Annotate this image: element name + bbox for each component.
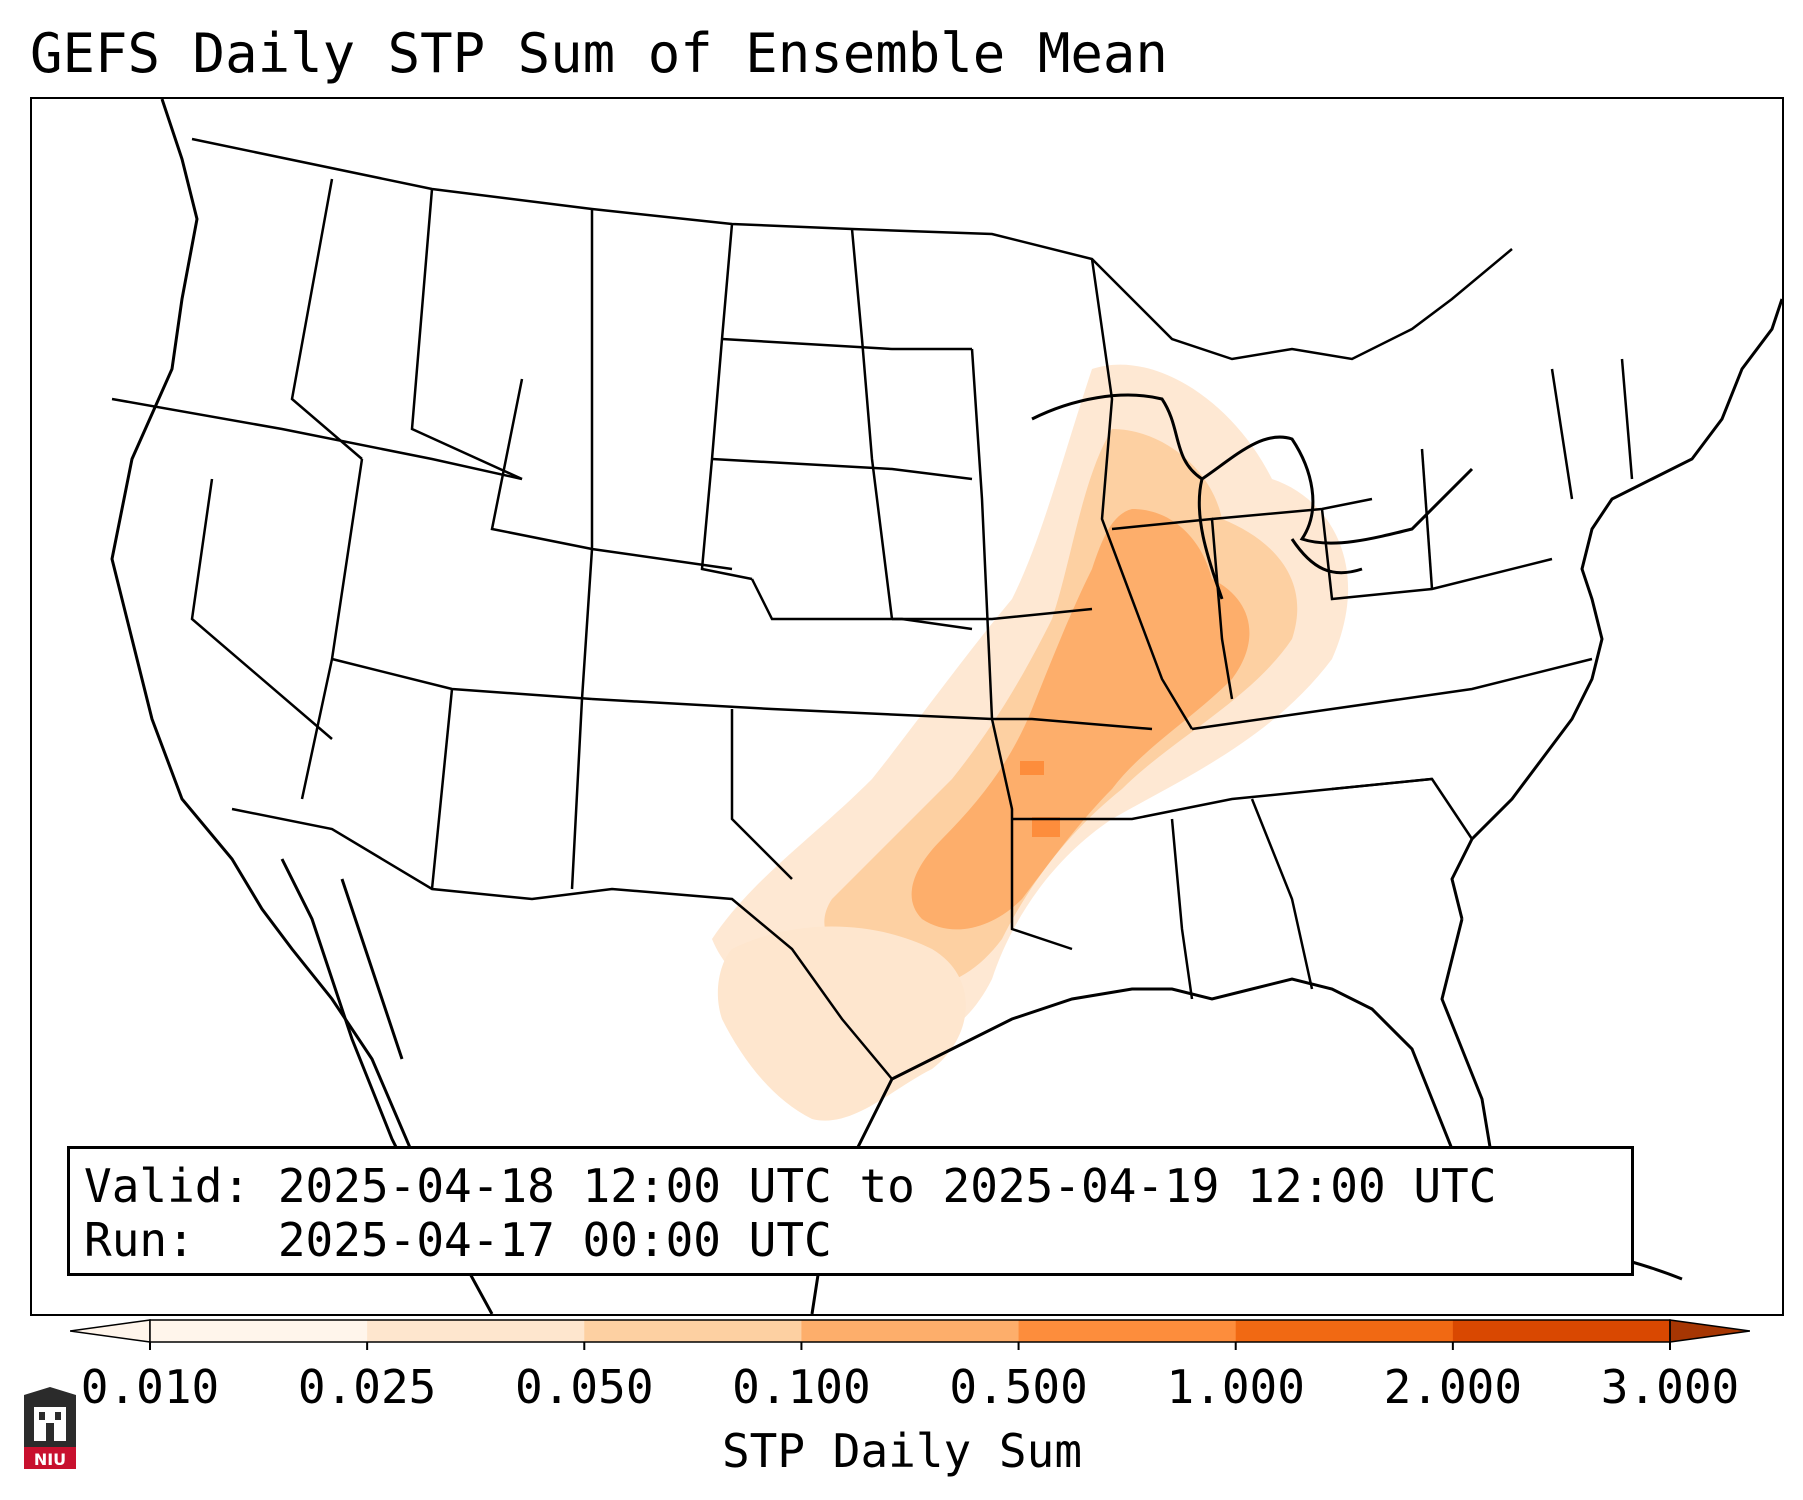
stp-texas-region xyxy=(717,926,966,1121)
colorbar-tick-label: 3.000 xyxy=(1600,1360,1740,1414)
stp-dark-region xyxy=(911,509,1250,930)
border-line xyxy=(111,397,523,481)
border-line xyxy=(1111,517,1234,700)
border-line xyxy=(591,697,993,721)
border-line xyxy=(1090,258,1194,730)
border-line xyxy=(1331,777,1474,840)
colorbar-tick-label: 0.500 xyxy=(949,1360,1088,1414)
run-time-line: Run: 2025-04-17 00:00 UTC xyxy=(84,1213,832,1267)
map-svg xyxy=(110,99,1782,1314)
border-line xyxy=(290,178,363,460)
state-borders xyxy=(111,137,1634,1080)
stp-shading xyxy=(712,364,1349,1121)
colorbar-segment xyxy=(801,1320,1020,1342)
border-line xyxy=(750,578,973,631)
border-line xyxy=(1191,657,1593,731)
border-line xyxy=(730,709,793,880)
border-line xyxy=(992,717,1153,731)
border-line xyxy=(1320,508,1553,601)
baja-peninsula xyxy=(280,858,414,1180)
colorbar-segment xyxy=(150,1320,368,1342)
colorbar-tick-label: 0.025 xyxy=(297,1360,437,1414)
border-line xyxy=(190,478,333,740)
border-line xyxy=(1550,368,1574,500)
border-line xyxy=(430,688,454,890)
colorbar-extend-low xyxy=(70,1319,151,1343)
border-line xyxy=(990,718,1073,951)
border-line xyxy=(590,209,733,571)
map-panel xyxy=(30,97,1784,1316)
border-line xyxy=(410,188,523,481)
west-coast xyxy=(110,99,494,1314)
colorbar-tick-label: 0.050 xyxy=(515,1360,654,1414)
colorbar-tick-label: 1.000 xyxy=(1166,1360,1305,1414)
colorbar-segment xyxy=(1235,1320,1454,1342)
colorbar-extend-high xyxy=(1669,1319,1750,1343)
svg-text:NIU: NIU xyxy=(34,1450,66,1469)
colorbar-tick-label: 0.100 xyxy=(732,1360,871,1414)
map-title: GEFS Daily STP Sum of Ensemble Mean xyxy=(30,22,1168,85)
us-canada-border xyxy=(191,137,1513,361)
border-line xyxy=(1170,818,1194,1000)
valid-time-line: Valid: 2025-04-18 12:00 UTC to 2025-04-1… xyxy=(84,1159,1497,1213)
niu-castle-logo-icon: NIU xyxy=(24,1387,76,1469)
border-line xyxy=(490,378,593,551)
validity-info-box: Valid: 2025-04-18 12:00 UTC to 2025-04-1… xyxy=(67,1146,1634,1276)
colorbar-tick-label: 2.000 xyxy=(1383,1360,1523,1414)
border-line xyxy=(300,458,364,800)
border-line xyxy=(892,607,1093,621)
border-line xyxy=(700,223,753,581)
border-line xyxy=(570,548,594,890)
border-line xyxy=(850,228,894,620)
stp-peak-cell xyxy=(1020,761,1044,775)
atlantic-coast xyxy=(1450,298,1782,920)
border-line xyxy=(721,337,972,351)
colorbar-segment xyxy=(1018,1320,1237,1342)
us-mexico-border xyxy=(231,807,893,1080)
colorbar-label: STP Daily Sum xyxy=(721,1424,1083,1478)
border-line xyxy=(331,657,593,701)
colorbar-segment xyxy=(1452,1320,1671,1342)
colorbar-segment xyxy=(584,1320,802,1342)
stp-peak-cell xyxy=(1032,817,1060,837)
colorbar-segment xyxy=(367,1320,585,1342)
border-line xyxy=(970,348,994,720)
border-line xyxy=(1420,448,1434,590)
colorbar-tick-label: 0.010 xyxy=(80,1360,220,1414)
colorbar xyxy=(70,1319,1750,1350)
border-line xyxy=(1250,798,1314,990)
border-line xyxy=(711,457,973,481)
colorbar-outline xyxy=(149,1319,1671,1343)
gulf-coast xyxy=(891,918,1494,1182)
border-line xyxy=(1620,358,1634,480)
